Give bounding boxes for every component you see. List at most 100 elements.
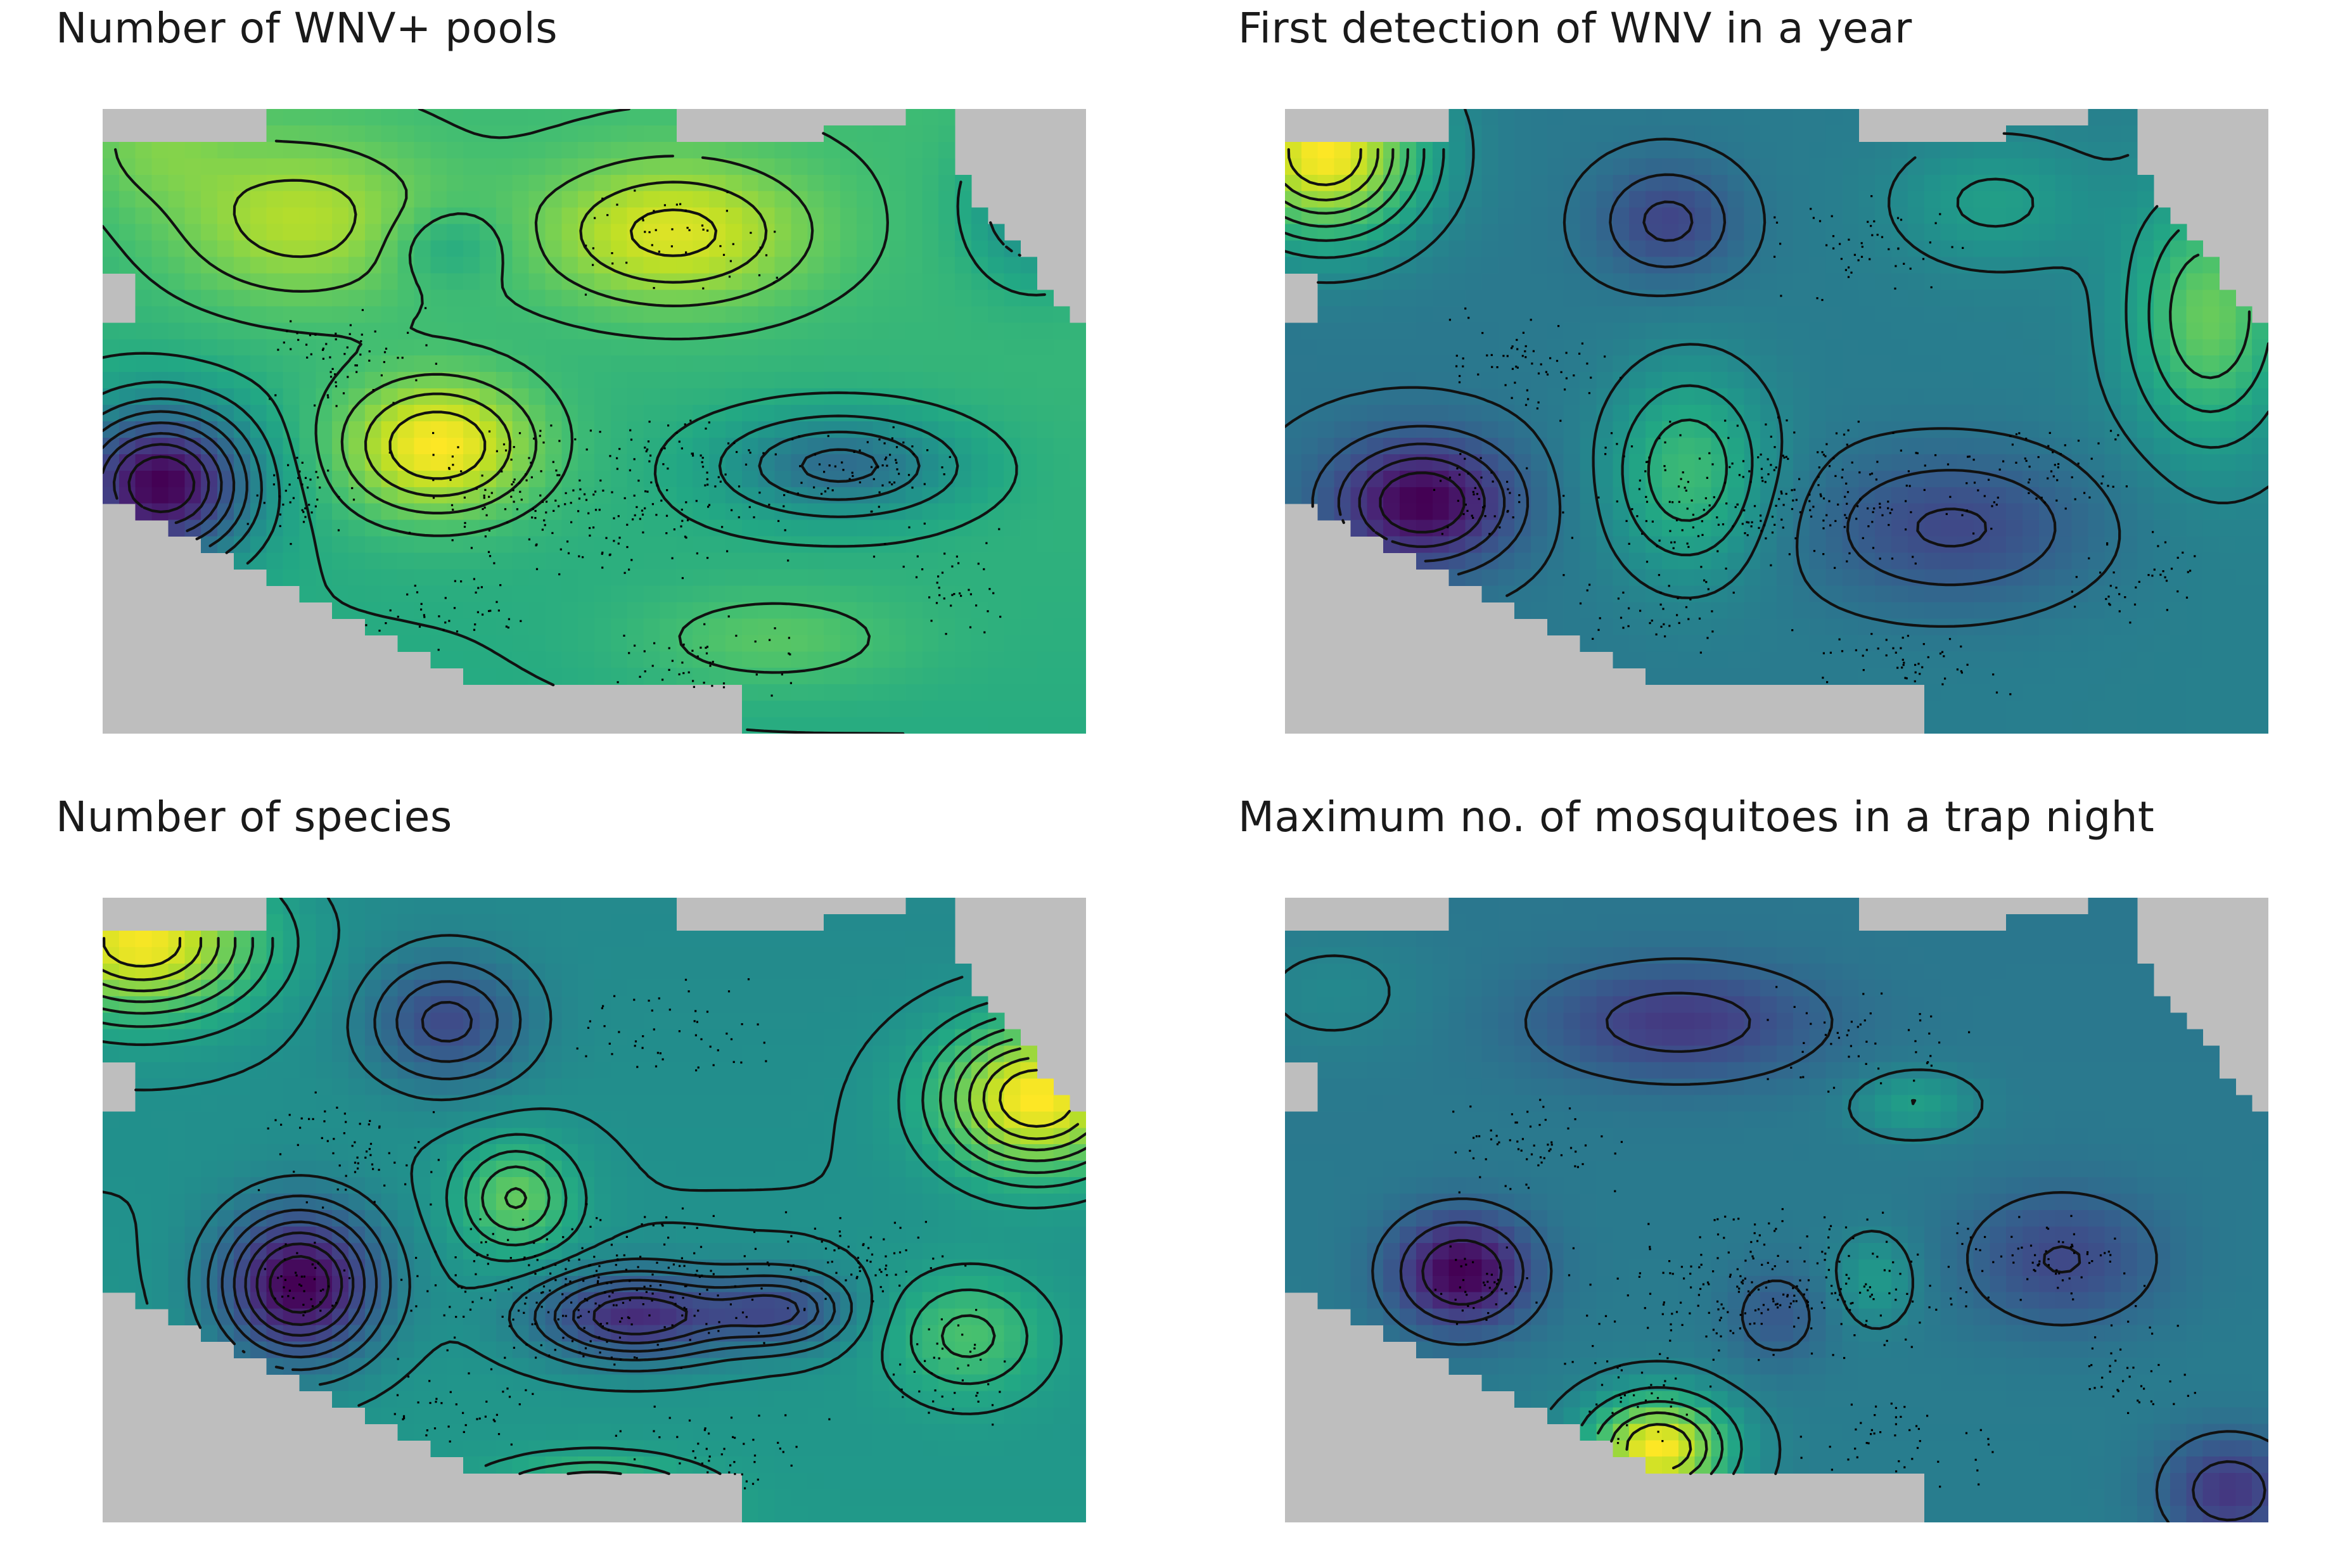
trap-point — [2171, 568, 2173, 570]
trap-point — [706, 229, 708, 231]
trap-point — [1547, 374, 1549, 376]
trap-point — [297, 339, 299, 341]
trap-point — [1522, 355, 1524, 357]
trap-point — [349, 333, 351, 335]
trap-point — [1486, 354, 1488, 356]
trap-point — [1991, 1451, 1993, 1453]
trap-point — [1660, 604, 1662, 606]
trap-point — [324, 1111, 326, 1112]
trap-point — [578, 1351, 580, 1353]
trap-point — [1787, 1294, 1789, 1296]
trap-point — [738, 485, 740, 487]
trap-point — [2074, 498, 2076, 500]
trap-point — [1793, 1295, 1795, 1297]
trap-point — [2037, 1265, 2039, 1266]
trap-point — [540, 1292, 542, 1294]
trap-point — [519, 491, 521, 493]
trap-point — [1687, 542, 1689, 544]
trap-point — [1907, 635, 1909, 637]
trap-point — [756, 673, 758, 675]
trap-point — [1905, 528, 1907, 530]
trap-point — [554, 1349, 556, 1351]
trap-point — [1572, 1361, 1574, 1363]
trap-point — [2143, 1387, 2145, 1389]
trap-point — [1961, 514, 1963, 516]
trap-point — [2132, 1367, 2134, 1368]
trap-point — [936, 1342, 938, 1344]
trap-point — [892, 437, 893, 439]
trap-point — [1663, 623, 1665, 625]
trap-point — [656, 485, 658, 487]
trap-point — [636, 1357, 637, 1359]
trap-point — [765, 1060, 767, 1062]
trap-point — [365, 624, 367, 626]
trap-point — [282, 504, 284, 506]
trap-point — [2097, 442, 2099, 444]
trap-point — [1713, 1359, 1715, 1361]
trap-point — [2012, 443, 2014, 445]
trap-point — [296, 1252, 298, 1254]
trap-point — [1787, 1261, 1789, 1263]
trap-point — [460, 580, 462, 582]
trap-point — [889, 481, 891, 483]
trap-point — [322, 1207, 324, 1209]
trap-point — [628, 569, 630, 571]
trap-point — [327, 397, 329, 398]
trap-point — [877, 466, 879, 468]
trap-point — [327, 469, 329, 471]
trap-point — [539, 435, 541, 437]
trap-point — [426, 1429, 428, 1431]
trap-point — [419, 626, 421, 628]
trap-point — [596, 1270, 598, 1272]
trap-point — [476, 1418, 478, 1420]
trap-point — [1737, 424, 1739, 426]
trap-point — [421, 603, 423, 605]
trap-point — [1864, 1019, 1866, 1021]
trap-point — [706, 1471, 708, 1473]
trap-point — [491, 492, 493, 494]
trap-point — [2057, 463, 2059, 465]
trap-point — [543, 519, 545, 521]
trap-point — [457, 1285, 459, 1287]
trap-point — [1891, 1403, 1893, 1405]
trap-point — [1832, 235, 1834, 237]
trap-point — [304, 1290, 305, 1292]
trap-point — [2024, 457, 2026, 459]
trap-point — [1530, 1126, 1531, 1128]
trap-point — [649, 421, 651, 423]
trap-point — [1862, 654, 1864, 656]
trap-point — [1649, 1386, 1651, 1388]
trap-point — [574, 438, 576, 440]
trap-point — [1859, 1292, 1861, 1294]
trap-point — [551, 532, 553, 534]
trap-point — [1956, 1232, 1958, 1234]
trap-point — [565, 1315, 567, 1317]
trap-point — [758, 274, 760, 276]
trap-point — [1499, 1266, 1501, 1268]
trap-point — [1681, 1266, 1683, 1268]
trap-point — [1895, 1423, 1897, 1425]
trap-point — [370, 1143, 372, 1145]
trap-point — [1840, 1288, 1842, 1290]
trap-point — [1601, 1384, 1603, 1386]
trap-point — [632, 518, 634, 520]
trap-point — [1718, 524, 1720, 526]
trap-point — [1505, 1185, 1507, 1187]
trap-point — [1666, 1357, 1668, 1359]
trap-point — [635, 1040, 637, 1042]
trap-point — [1744, 1312, 1746, 1314]
trap-point — [601, 1007, 603, 1009]
trap-point — [720, 481, 722, 483]
trap-point — [667, 468, 668, 469]
trap-point — [779, 1448, 781, 1450]
trap-point — [1659, 1353, 1661, 1355]
trap-point — [332, 368, 334, 370]
trap-point — [630, 559, 632, 561]
trap-point — [506, 1387, 508, 1389]
panel-title: Number of species — [56, 793, 452, 841]
trap-point — [585, 294, 587, 296]
trap-point — [787, 1240, 789, 1242]
trap-point — [357, 1157, 359, 1159]
trap-point — [1744, 1278, 1746, 1280]
trap-point — [457, 446, 459, 448]
